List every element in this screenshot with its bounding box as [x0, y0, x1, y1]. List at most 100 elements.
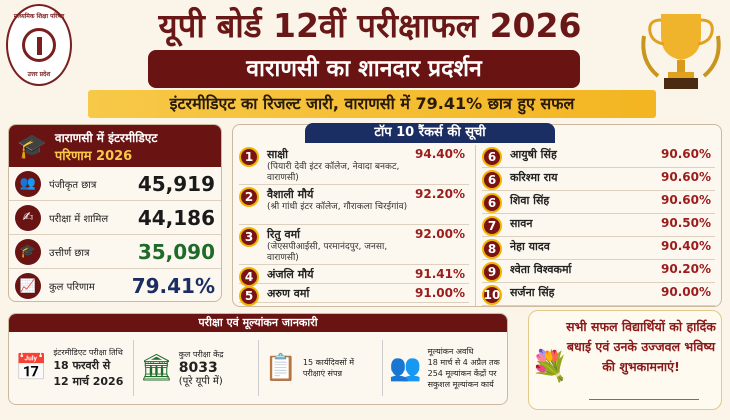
ranker-school: (श्री गांधी इंटर कॉलेज, गौराकला चिरईगांव…: [267, 202, 408, 212]
rankers-card: 1 साक्षी (पियारी देवी इंटर कॉलेज, नेवादा …: [232, 124, 722, 307]
flower-bouquet-icon: 💐: [531, 349, 569, 384]
ranker-percent: 90.00%: [661, 285, 711, 299]
ranker-name: नेहा यादव: [510, 240, 550, 253]
ranker-row: 10 सर्जना सिंह 90.00%: [482, 283, 715, 306]
rank-badge: 4: [239, 267, 259, 287]
logo-bottom-text: उत्तर प्रदेश: [27, 71, 51, 78]
ranker-percent: 90.60%: [661, 147, 711, 161]
ranker-name: श्वेता विश्वकर्मा: [510, 263, 572, 276]
eval-label: मूल्यांकन अवधि: [427, 347, 474, 356]
ranker-row: 4 अंजलि मौर्य 91.41%: [239, 265, 469, 287]
ranker-name: अंजलि मौर्य: [267, 268, 314, 281]
stat-label: कुल परिणाम: [49, 282, 95, 293]
users-icon: 👥: [15, 170, 41, 197]
stat-value: 79.41%: [131, 274, 215, 298]
student-desk-icon: ✍: [15, 204, 41, 231]
ranker-row: 3 रितु वर्मा (जेएसपीआईसी, परमानंदपुर, जनस…: [239, 225, 469, 265]
ranker-percent: 90.50%: [661, 216, 711, 230]
ranker-percent: 91.41%: [415, 267, 465, 281]
rank-badge: 6: [482, 170, 502, 190]
date-start: 18 फरवरी से: [53, 358, 111, 372]
exam-days: 📋 15 कार्यदिवसों में परीक्षाएं संपन्न: [259, 340, 384, 396]
stat-value: 35,090: [137, 239, 215, 264]
rank-badge: 6: [482, 193, 502, 213]
ranker-percent: 94.40%: [415, 147, 465, 161]
rankers-right-column: 6 आयुषी सिंह 90.60% 6 करिश्मा राय 90.60% 6…: [475, 145, 715, 306]
greeting-card: सभी सफल विद्यार्थियों को हार्दिक बधाई एव…: [528, 310, 722, 410]
ornament-divider: [589, 399, 699, 400]
ranker-name: साक्षी: [267, 148, 289, 161]
ranker-row: 6 शिवा सिंह 90.60%: [482, 191, 715, 214]
rank-badge: 5: [239, 286, 259, 306]
stat-label: उत्तीर्ण छात्र: [49, 247, 90, 259]
building-icon: 🏛: [139, 353, 173, 383]
summary-strip: इंटरमीडिएट का रिजल्ट जारी, वाराणसी में 7…: [88, 90, 656, 118]
ranker-percent: 90.40%: [661, 239, 711, 253]
ranker-row: 8 नेहा यादव 90.40%: [482, 237, 715, 260]
emblem-icon: [22, 28, 56, 62]
ranker-school: (पियारी देवी इंटर कॉलेज, नेवादा बनकट, वा…: [267, 162, 400, 183]
stat-row-appeared: ✍ परीक्षा में शामिल 44,186: [9, 201, 221, 235]
ranker-row: 6 करिश्मा राय 90.60%: [482, 168, 715, 191]
ranker-percent: 90.60%: [661, 193, 711, 207]
ranker-percent: 91.00%: [415, 286, 465, 300]
ranker-school: (जेएसपीआईसी, परमानंदपुर, जनसा, वाराणसी): [267, 242, 388, 263]
stat-label: परीक्षा में शामिल: [49, 213, 109, 225]
rank-badge: 7: [482, 216, 502, 236]
calendar-icon: 📅: [15, 353, 48, 383]
ranker-percent: 92.00%: [415, 227, 465, 241]
trophy-icon: [641, 14, 721, 89]
group-icon: 👥: [389, 353, 422, 383]
graduation-cap-icon: 🎓: [15, 238, 41, 265]
ranker-percent: 90.60%: [661, 170, 711, 184]
rank-badge: 8: [482, 239, 502, 259]
ranker-row: 9 श्वेता विश्वकर्मा 90.20%: [482, 260, 715, 283]
rank-badge: 1: [239, 147, 259, 167]
rank-badge: 6: [482, 147, 502, 167]
centers-note: (पूरे यूपी में): [178, 376, 223, 387]
exam-dates: 📅 इंटरमीडिएट परीक्षा तिथि 18 फरवरी से 12…: [9, 340, 134, 396]
centers-label: कुल परीक्षा केंद्र: [178, 350, 224, 359]
date-label: इंटरमीडिएट परीक्षा तिथि: [53, 347, 123, 357]
headline-banner: वाराणसी का शानदार प्रदर्शन: [148, 50, 580, 88]
eval-dates: 18 मार्च से 4 अप्रैल तक: [427, 358, 500, 367]
exam-info-card: परीक्षा एवं मूल्यांकन जानकारी 📅 इंटरमीडि…: [8, 313, 508, 405]
greeting-text: सभी सफल विद्यार्थियों को हार्दिक बधाई एव…: [566, 319, 716, 374]
exam-info-title: परीक्षा एवं मूल्यांकन जानकारी: [9, 314, 507, 332]
evaluation-period: 👥 मूल्यांकन अवधि 18 मार्च से 4 अप्रैल तक…: [383, 340, 507, 396]
growth-chart-icon: 📈: [15, 273, 41, 299]
stats-header: 🎓 वाराणसी में इंटरमीडिएट परिणाम 2026: [9, 125, 221, 167]
logo-top-text: माध्यमिक शिक्षा परिषद: [13, 13, 65, 20]
ranker-percent: 92.20%: [415, 187, 465, 201]
ranker-name: रितु वर्मा: [267, 228, 300, 241]
stat-value: 44,186: [137, 205, 215, 230]
ranker-name: शिवा सिंह: [510, 194, 550, 207]
stats-card: 🎓 वाराणसी में इंटरमीडिएट परिणाम 2026 👥 पं…: [8, 124, 222, 302]
rankers-left-column: 1 साक्षी (पियारी देवी इंटर कॉलेज, नेवादा …: [239, 145, 469, 306]
stat-label: पंजीकृत छात्र: [49, 179, 97, 191]
ranker-row: 5 अरुण वर्मा 91.00%: [239, 284, 469, 306]
ranker-row: 2 वैशाली मौर्य (श्री गांधी इंटर कॉलेज, गौ…: [239, 185, 469, 225]
ranker-row: 1 साक्षी (पियारी देवी इंटर कॉलेज, नेवादा …: [239, 145, 469, 185]
stat-row-result: 📈 कुल परिणाम 79.41%: [9, 269, 221, 301]
ranker-name: आयुषी सिंह: [510, 148, 557, 161]
rank-badge: 2: [239, 187, 259, 207]
centers-value: 8033: [178, 360, 218, 376]
ranker-percent: 90.20%: [661, 262, 711, 276]
rank-badge: 10: [482, 285, 502, 305]
ranker-name: सावन: [510, 217, 533, 230]
ranker-row: 7 सावन 90.50%: [482, 214, 715, 237]
up-board-logo: माध्यमिक शिक्षा परिषद उत्तर प्रदेश: [6, 4, 72, 86]
stat-value: 45,919: [137, 171, 215, 196]
eval-centers: 254 मूल्यांकन केंद्रों पर सकुशल मूल्यांक…: [427, 369, 497, 389]
stats-title: वाराणसी में इंटरमीडिएट: [54, 130, 158, 145]
clipboard-check-icon: 📋: [264, 353, 297, 383]
rank-badge: 3: [239, 227, 259, 247]
stat-row-registered: 👥 पंजीकृत छात्र 45,919: [9, 167, 221, 201]
ranker-row: 6 आयुषी सिंह 90.60%: [482, 145, 715, 168]
ranker-name: अरुण वर्मा: [267, 287, 310, 300]
ranker-name: वैशाली मौर्य: [267, 188, 314, 201]
stat-row-passed: 🎓 उत्तीर्ण छात्र 35,090: [9, 235, 221, 269]
stats-subtitle: परिणाम 2026: [54, 148, 133, 164]
rank-badge: 9: [482, 262, 502, 282]
